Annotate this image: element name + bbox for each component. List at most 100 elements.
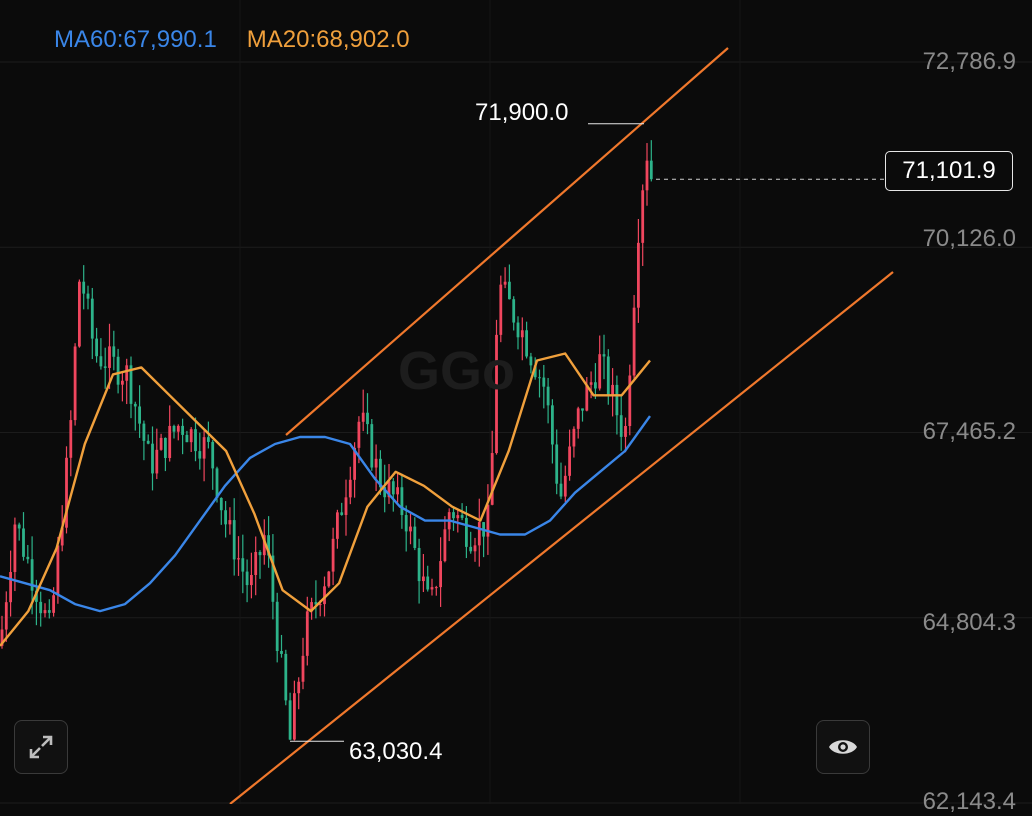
channel-lower-line <box>229 271 894 804</box>
candle-body-118 <box>503 281 507 285</box>
y-tick-3: 67,465.2 <box>922 418 1016 445</box>
candle-body-115 <box>490 453 494 505</box>
candle-body-47 <box>198 451 202 459</box>
candle-body-45 <box>189 429 193 443</box>
candle-body-62 <box>262 535 266 556</box>
candle-body-65 <box>275 601 279 652</box>
candle-body-43 <box>181 425 184 435</box>
candle-body-108 <box>460 515 464 518</box>
candle-body-83 <box>353 447 356 480</box>
candle-body-40 <box>168 425 172 458</box>
candle-body-137 <box>585 384 589 411</box>
candle-body-120 <box>512 299 516 323</box>
y-tick-1: 72,786.9 <box>922 48 1016 75</box>
channel-upper-line <box>285 47 729 436</box>
candle-body-52 <box>219 497 223 511</box>
candle-body-22 <box>90 298 94 339</box>
candle-body-23 <box>95 338 98 357</box>
candle-body-29 <box>121 380 124 385</box>
candle-body-7 <box>26 556 30 560</box>
candle-body-3 <box>9 572 12 603</box>
candle-body-70 <box>297 681 301 694</box>
candle-body-136 <box>581 408 584 411</box>
candle-body-39 <box>164 437 167 458</box>
candle-body-14 <box>56 545 60 596</box>
candle-body-4 <box>13 524 17 573</box>
candle-body-90 <box>383 487 387 498</box>
candle-body-21 <box>86 293 90 299</box>
candle-body-78 <box>331 538 335 572</box>
candle-body-92 <box>391 481 395 495</box>
candle-body-144 <box>615 384 619 416</box>
candle-body-1 <box>0 629 4 646</box>
candle-body-26 <box>108 346 111 368</box>
candle-body-123 <box>525 330 528 357</box>
expand-icon <box>29 735 53 759</box>
candle-body-143 <box>611 384 614 396</box>
ma60-line <box>0 415 651 613</box>
candle-body-46 <box>194 429 197 452</box>
watermark: GGo <box>398 341 515 401</box>
candle-body-142 <box>606 356 610 396</box>
candle-body-124 <box>529 356 533 366</box>
visibility-toggle-button[interactable] <box>816 720 870 774</box>
candle-body-49 <box>207 437 210 442</box>
candle-body-38 <box>159 437 163 450</box>
candle-body-55 <box>232 520 236 560</box>
candle-body-91 <box>387 481 391 498</box>
fullscreen-button[interactable] <box>14 720 68 774</box>
candle-body-53 <box>224 510 227 525</box>
candle-body-58 <box>245 571 249 586</box>
candle-body-145 <box>619 415 623 437</box>
candle-body-56 <box>237 558 240 560</box>
y-tick-2: 70,126.0 <box>922 225 1016 252</box>
candle-body-141 <box>602 354 606 357</box>
low-price-label: 63,030.4 <box>349 738 443 765</box>
candle-body-69 <box>293 693 296 740</box>
ma20-label: MA20:68,902.0 <box>246 26 410 53</box>
candle-body-94 <box>400 487 404 516</box>
candle-body-110 <box>469 546 473 552</box>
candle-body-84 <box>357 421 361 448</box>
candle-body-104 <box>443 529 447 562</box>
candle-body-16 <box>65 457 68 528</box>
candle-body-100 <box>426 576 430 590</box>
candle-body-98 <box>417 547 421 582</box>
candle-body-150 <box>641 190 645 243</box>
candle-body-63 <box>267 535 270 556</box>
candle-body-31 <box>129 365 133 404</box>
candle-body-2 <box>4 602 8 630</box>
candle-body-75 <box>318 604 322 606</box>
candle-body-81 <box>344 497 348 515</box>
candle-body-80 <box>340 512 344 515</box>
candle-body-36 <box>151 443 154 474</box>
candle-body-37 <box>155 449 159 474</box>
candle-body-147 <box>628 375 632 427</box>
candle-body-112 <box>477 522 481 546</box>
candle-body-125 <box>533 365 537 378</box>
candle-body-35 <box>146 440 150 444</box>
candle-body-116 <box>495 334 498 454</box>
candle-body-135 <box>576 408 580 429</box>
candle-body-97 <box>413 526 417 548</box>
high-price-label: 71,900.0 <box>475 99 569 126</box>
candle-body-130 <box>555 444 559 484</box>
candle-body-74 <box>314 602 318 605</box>
eye-icon <box>829 740 857 754</box>
candle-body-64 <box>271 555 275 602</box>
candle-body-101 <box>430 587 434 590</box>
y-tick-5: 62,143.4 <box>922 788 1016 815</box>
candle-body-27 <box>112 346 116 357</box>
ma20-line <box>0 352 651 647</box>
candle-body-41 <box>172 425 176 432</box>
candle-body-93 <box>396 487 399 495</box>
candle-body-72 <box>305 611 309 656</box>
candle-body-32 <box>133 403 137 407</box>
ma-legend: MA60:67,990.1 MA20:68,902.0 <box>54 26 410 54</box>
candle-body-20 <box>82 281 86 294</box>
candle-body-15 <box>60 527 64 546</box>
candle-body-17 <box>69 420 73 458</box>
candle-body-131 <box>559 483 563 497</box>
candle-body-107 <box>456 515 460 519</box>
candle-body-77 <box>327 571 331 587</box>
